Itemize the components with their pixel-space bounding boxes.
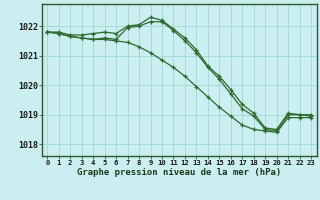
X-axis label: Graphe pression niveau de la mer (hPa): Graphe pression niveau de la mer (hPa) xyxy=(77,168,281,177)
